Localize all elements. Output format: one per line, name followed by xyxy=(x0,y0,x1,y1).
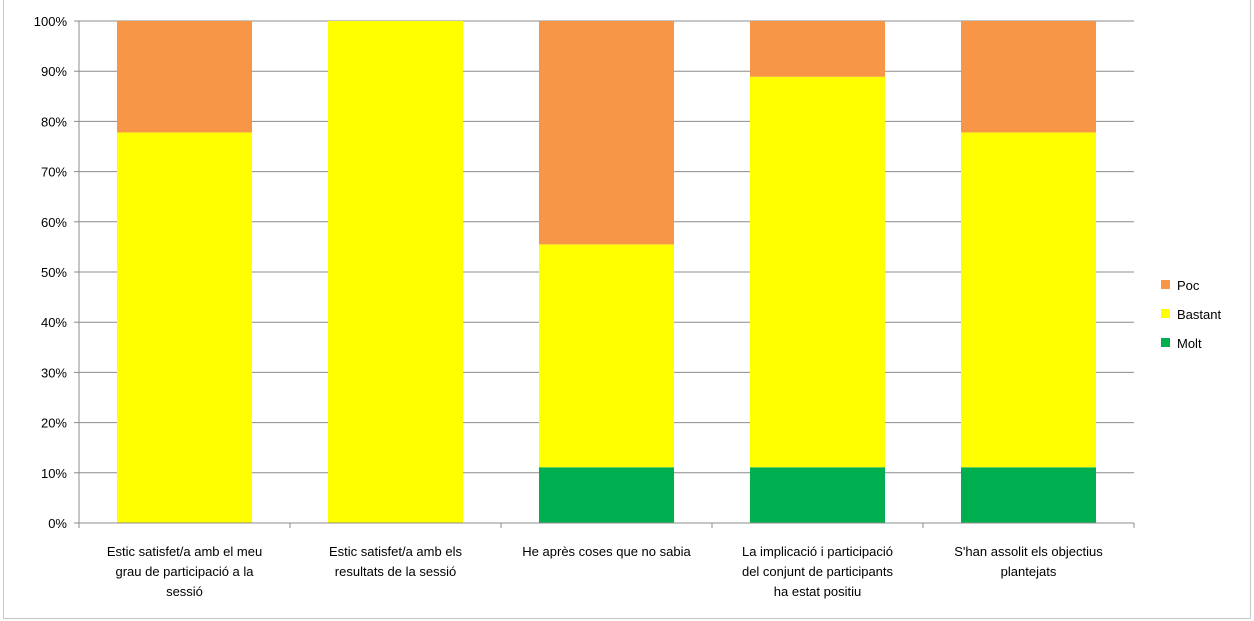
legend-label-bastant: Bastant xyxy=(1177,307,1221,322)
bars xyxy=(116,21,1097,523)
y-tick-label: 30% xyxy=(41,365,67,380)
y-tick-label: 10% xyxy=(41,466,67,481)
legend-label-molt: Molt xyxy=(1177,336,1202,351)
bar-segment-molt xyxy=(538,467,675,523)
x-category-labels: Estic satisfet/a amb el meu grau de parti… xyxy=(107,544,1103,599)
legend-label-poc: Poc xyxy=(1177,278,1200,293)
legend: Poc Bastant Molt xyxy=(1161,278,1221,351)
bar-segment-molt xyxy=(749,467,886,523)
bar-segment-bastant xyxy=(749,76,886,468)
y-tick-label: 60% xyxy=(41,215,67,230)
chart-frame xyxy=(3,0,1251,619)
legend-swatch-bastant xyxy=(1161,309,1170,318)
y-tick-label: 70% xyxy=(41,165,67,180)
bar-segment-poc xyxy=(960,21,1097,133)
x-category-label: S'han assolit els objectius plantejats xyxy=(954,544,1103,579)
bar-segment-poc xyxy=(538,21,675,245)
y-tick-label: 90% xyxy=(41,64,67,79)
y-tick-label: 40% xyxy=(41,315,67,330)
y-tick-label: 80% xyxy=(41,114,67,129)
y-tick-labels: 0% 10% 20% 30% 40% 50% 60% 70% 80% 90% 100% xyxy=(34,14,68,531)
bar-segment-bastant xyxy=(960,132,1097,468)
bar-segment-bastant xyxy=(327,21,464,523)
x-category-label: La implicació i participació del conjunt … xyxy=(742,544,894,599)
y-tick-label: 0% xyxy=(48,516,67,531)
y-tick-label: 20% xyxy=(41,416,67,431)
x-category-label: Estic satisfet/a amb els resultats de la … xyxy=(329,544,462,579)
legend-swatch-poc xyxy=(1161,280,1170,289)
axes xyxy=(74,20,1135,528)
x-category-label: Estic satisfet/a amb el meu grau de parti… xyxy=(107,544,262,599)
bar-segment-poc xyxy=(749,21,886,77)
y-tick-label: 50% xyxy=(41,265,67,280)
x-category-label: He après coses que no sabia xyxy=(522,544,691,559)
y-tick-label: 100% xyxy=(34,14,68,29)
bar-segment-bastant xyxy=(116,132,253,523)
bar-segment-poc xyxy=(116,21,253,133)
legend-swatch-molt xyxy=(1161,338,1170,347)
bar-segment-molt xyxy=(960,467,1097,523)
bar-segment-bastant xyxy=(538,244,675,468)
